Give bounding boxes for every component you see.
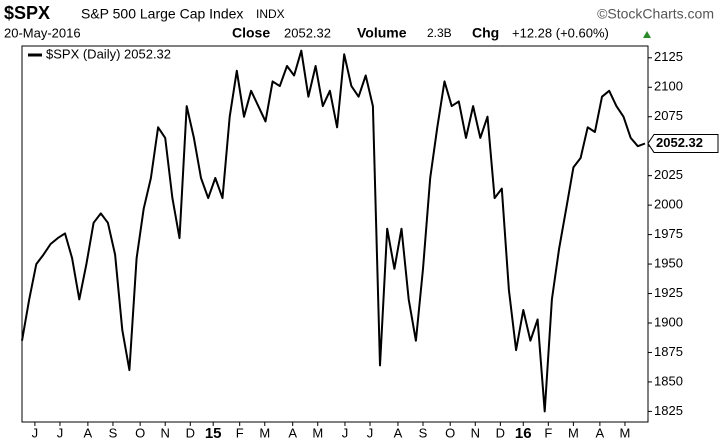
y-tick-label: 2025	[654, 167, 683, 182]
y-tick-label: 2000	[654, 197, 683, 212]
x-tick-label: A	[288, 425, 297, 440]
x-tick-label: M	[312, 425, 323, 440]
x-tick-label: S	[109, 425, 118, 440]
up-arrow	[643, 31, 651, 38]
chg-value: +12.28 (+0.60%)	[512, 25, 609, 40]
legend-label: $SPX (Daily) 2052.32	[46, 46, 171, 61]
x-tick-label: O	[445, 425, 455, 440]
y-tick-label: 1950	[654, 255, 683, 270]
close-label: Close	[232, 25, 270, 41]
volume-label: Volume	[357, 25, 407, 41]
x-tick-label: O	[135, 425, 145, 440]
x-tick-label: F	[544, 425, 552, 440]
x-tick-label: M	[620, 425, 631, 440]
x-tick-label: 16	[515, 425, 532, 442]
y-tick-label: 2075	[654, 108, 683, 123]
x-tick-label: M	[259, 425, 270, 440]
x-tick-label: J	[367, 425, 374, 440]
y-tick-label: 1850	[654, 373, 683, 388]
x-tick-label: 15	[205, 425, 222, 442]
plot-frame	[21, 45, 649, 423]
y-tick-label: 2100	[654, 79, 683, 94]
x-tick-label: J	[32, 425, 39, 440]
x-tick-label: F	[236, 425, 244, 440]
x-tick-label: D	[496, 425, 505, 440]
x-tick-label: S	[419, 425, 428, 440]
x-tick-label: M	[568, 425, 579, 440]
x-tick-label: A	[84, 425, 93, 440]
y-tick-label: 2125	[654, 49, 683, 64]
x-tick-label: A	[596, 425, 605, 440]
x-tick-label: J	[57, 425, 64, 440]
exchange: INDX	[256, 7, 285, 21]
last-value-box	[647, 133, 719, 153]
last-value-label: 2052.32	[656, 135, 703, 150]
volume-value: 2.3B	[427, 26, 452, 40]
price-line	[21, 49, 646, 413]
x-tick-label: A	[394, 425, 403, 440]
date: 20-May-2016	[4, 25, 81, 40]
close-value: 2052.32	[284, 25, 331, 40]
x-tick-label: N	[161, 425, 170, 440]
chg-label: Chg	[472, 25, 499, 41]
y-tick-label: 1925	[654, 285, 683, 300]
y-tick-label: 1975	[654, 226, 683, 241]
brand: ©StockCharts.com	[597, 6, 714, 22]
x-tick-label: J	[342, 425, 349, 440]
y-tick-label: 1825	[654, 403, 683, 418]
y-tick-label: 1900	[654, 314, 683, 329]
y-tick-label: 1875	[654, 344, 683, 359]
index-name: S&P 500 Large Cap Index	[81, 6, 243, 22]
x-tick-label: D	[186, 425, 195, 440]
symbol: $SPX	[4, 3, 50, 23]
x-tick-label: N	[471, 425, 480, 440]
